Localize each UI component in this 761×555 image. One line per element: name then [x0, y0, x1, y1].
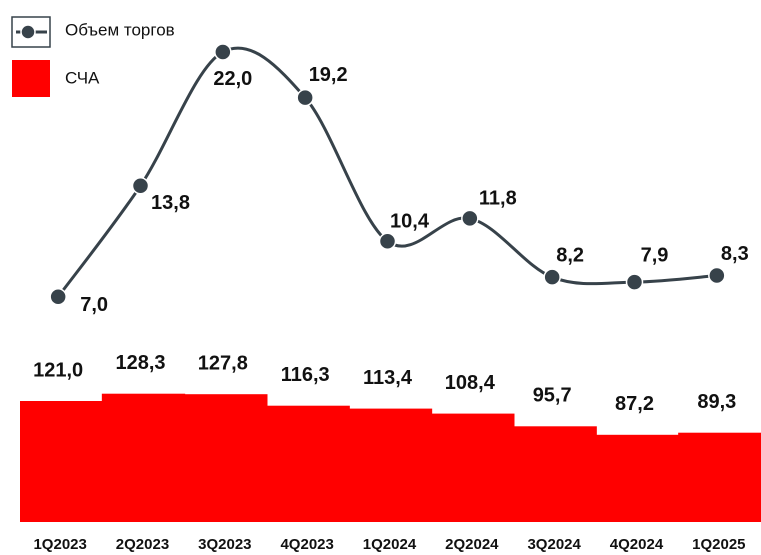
bar-value-label: 127,8 — [198, 352, 248, 374]
bar-value-label: 113,4 — [363, 367, 413, 389]
bar-value-label: 128,3 — [115, 352, 165, 374]
bar — [101, 393, 186, 522]
line-value-label: 19,2 — [309, 64, 348, 86]
x-tick-label: 1Q2023 — [33, 536, 86, 553]
x-tick-label: 4Q2024 — [610, 536, 664, 553]
bar — [266, 405, 350, 522]
line-marker — [214, 43, 232, 61]
bar-value-label: 121,0 — [33, 359, 83, 381]
line-marker — [49, 288, 67, 306]
line-value-label: 7,9 — [641, 244, 669, 266]
legend-marker — [20, 24, 36, 40]
x-tick-label: 2Q2024 — [445, 536, 499, 553]
line-marker — [378, 232, 397, 251]
x-tick-label: 1Q2024 — [363, 536, 417, 553]
legend-label: СЧА — [65, 68, 100, 87]
bar — [184, 394, 268, 522]
x-tick-label: 4Q2023 — [280, 536, 333, 553]
x-tick-label: 1Q2025 — [692, 536, 745, 553]
line-marker — [131, 177, 150, 195]
line — [56, 46, 717, 298]
bar-value-label: 116,3 — [281, 364, 330, 386]
line-value-label: 22,0 — [213, 68, 252, 90]
bar-value-label: 87,2 — [615, 393, 654, 415]
line-marker — [625, 273, 644, 291]
bar — [431, 413, 515, 522]
bar-value-label: 89,3 — [697, 391, 736, 413]
legend: Объем торгов СЧА — [11, 16, 175, 97]
line-value-label: 7,0 — [80, 294, 108, 316]
bar-value-label: 108,4 — [445, 372, 496, 394]
legend-label: Объем торгов — [65, 20, 175, 39]
line-value-label: 8,3 — [721, 243, 749, 265]
line-value-label: 10,4 — [390, 211, 430, 233]
bar — [678, 432, 761, 522]
line-marker — [543, 268, 561, 286]
line-value-label: 13,8 — [151, 192, 190, 214]
line-value-label: 11,8 — [479, 188, 517, 210]
x-tick-label: 2Q2023 — [116, 536, 169, 553]
legend-swatch — [12, 60, 50, 97]
bar — [513, 426, 597, 522]
x-tick-label: 3Q2024 — [527, 536, 581, 553]
line-marker — [296, 88, 314, 107]
line-marker — [708, 266, 726, 285]
line-value-label: 8,2 — [556, 244, 584, 266]
line-marker — [461, 209, 479, 228]
bar-value-label: 95,7 — [533, 385, 572, 407]
x-tick-label: 3Q2023 — [198, 536, 251, 553]
bar — [595, 434, 680, 522]
bar — [20, 401, 104, 522]
bar — [348, 408, 433, 522]
